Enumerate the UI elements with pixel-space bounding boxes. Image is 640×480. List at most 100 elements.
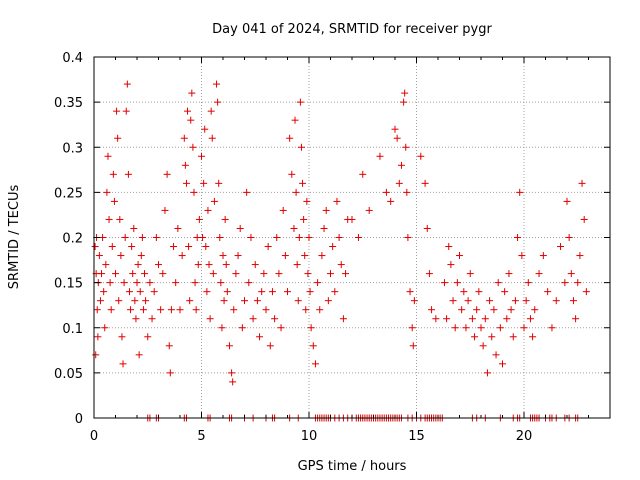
data-point — [155, 261, 162, 269]
data-point — [167, 306, 175, 314]
data-point — [335, 234, 343, 241]
data-point — [102, 261, 110, 269]
data-point — [264, 243, 272, 251]
data-point — [172, 279, 180, 287]
data-point — [191, 279, 199, 287]
data-point — [100, 288, 108, 296]
data-point — [188, 89, 196, 97]
data-point — [333, 197, 341, 205]
data-point — [202, 243, 210, 251]
data-point — [468, 315, 476, 323]
data-point — [148, 315, 156, 323]
data-point — [124, 170, 132, 178]
x-tick-label: 20 — [516, 429, 533, 444]
data-point — [210, 197, 218, 205]
data-point — [219, 252, 227, 260]
data-point — [395, 179, 403, 187]
data-point — [451, 324, 459, 332]
data-point — [466, 270, 474, 278]
data-point — [574, 279, 582, 287]
data-point — [166, 369, 174, 377]
data-point — [488, 333, 496, 341]
data-point — [161, 206, 169, 214]
data-point — [170, 243, 178, 251]
data-point — [198, 152, 205, 160]
data-point — [116, 215, 124, 223]
data-point — [218, 324, 226, 332]
data-point — [572, 315, 580, 323]
data-point — [199, 234, 207, 241]
data-point — [220, 297, 228, 305]
data-point — [117, 252, 125, 260]
y-tick-label: 0.35 — [54, 96, 83, 111]
data-point — [106, 279, 114, 287]
data-point — [165, 342, 173, 350]
data-point — [481, 315, 489, 323]
grid — [94, 57, 610, 418]
data-point — [232, 270, 240, 278]
data-point — [221, 215, 229, 223]
data-point — [104, 152, 112, 160]
data-point — [295, 234, 303, 241]
data-point — [208, 134, 216, 142]
data-point — [544, 288, 552, 296]
data-point — [535, 270, 543, 278]
data-point — [157, 306, 165, 314]
y-tick-label: 0 — [75, 412, 83, 427]
data-point — [443, 315, 451, 323]
data-point — [107, 306, 115, 314]
data-point — [307, 324, 315, 332]
data-point — [440, 279, 448, 287]
y-tick-label: 0.15 — [54, 277, 83, 292]
data-point — [105, 215, 113, 223]
data-point — [260, 270, 268, 278]
data-point — [408, 324, 416, 332]
data-point — [477, 324, 485, 332]
data-point — [281, 252, 289, 260]
data-point — [582, 288, 590, 296]
data-point — [339, 315, 347, 323]
data-point — [552, 297, 560, 305]
data-point — [132, 315, 140, 323]
data-point — [253, 297, 261, 305]
y-tick-label: 0.25 — [54, 186, 83, 201]
data-point — [187, 116, 195, 124]
data-point — [342, 270, 350, 278]
data-point — [447, 261, 455, 269]
data-point — [125, 288, 133, 296]
data-point — [93, 306, 101, 314]
data-point — [209, 270, 217, 278]
data-point — [127, 306, 135, 314]
data-point — [114, 134, 122, 142]
data-point — [486, 297, 494, 305]
data-point — [186, 297, 194, 305]
data-point — [141, 270, 149, 278]
data-point — [290, 224, 298, 232]
data-point — [529, 333, 537, 341]
data-point — [206, 315, 214, 323]
data-point — [137, 252, 145, 260]
data-point — [238, 324, 246, 332]
data-point — [195, 215, 203, 223]
data-point — [266, 342, 274, 350]
data-point — [409, 342, 417, 350]
data-point — [329, 243, 337, 251]
data-point — [458, 306, 466, 314]
data-point — [201, 125, 209, 133]
data-point — [348, 215, 356, 223]
data-point — [320, 224, 328, 232]
data-point — [292, 188, 300, 196]
data-point — [152, 234, 160, 241]
data-point — [520, 324, 528, 332]
data-point — [402, 143, 410, 151]
data-point — [406, 288, 414, 296]
data-point — [268, 288, 276, 296]
data-point — [514, 234, 522, 241]
data-point — [288, 170, 296, 178]
data-point — [580, 215, 588, 223]
data-point — [176, 306, 184, 314]
data-point — [192, 306, 200, 314]
data-point — [215, 179, 223, 187]
data-point — [273, 234, 281, 241]
